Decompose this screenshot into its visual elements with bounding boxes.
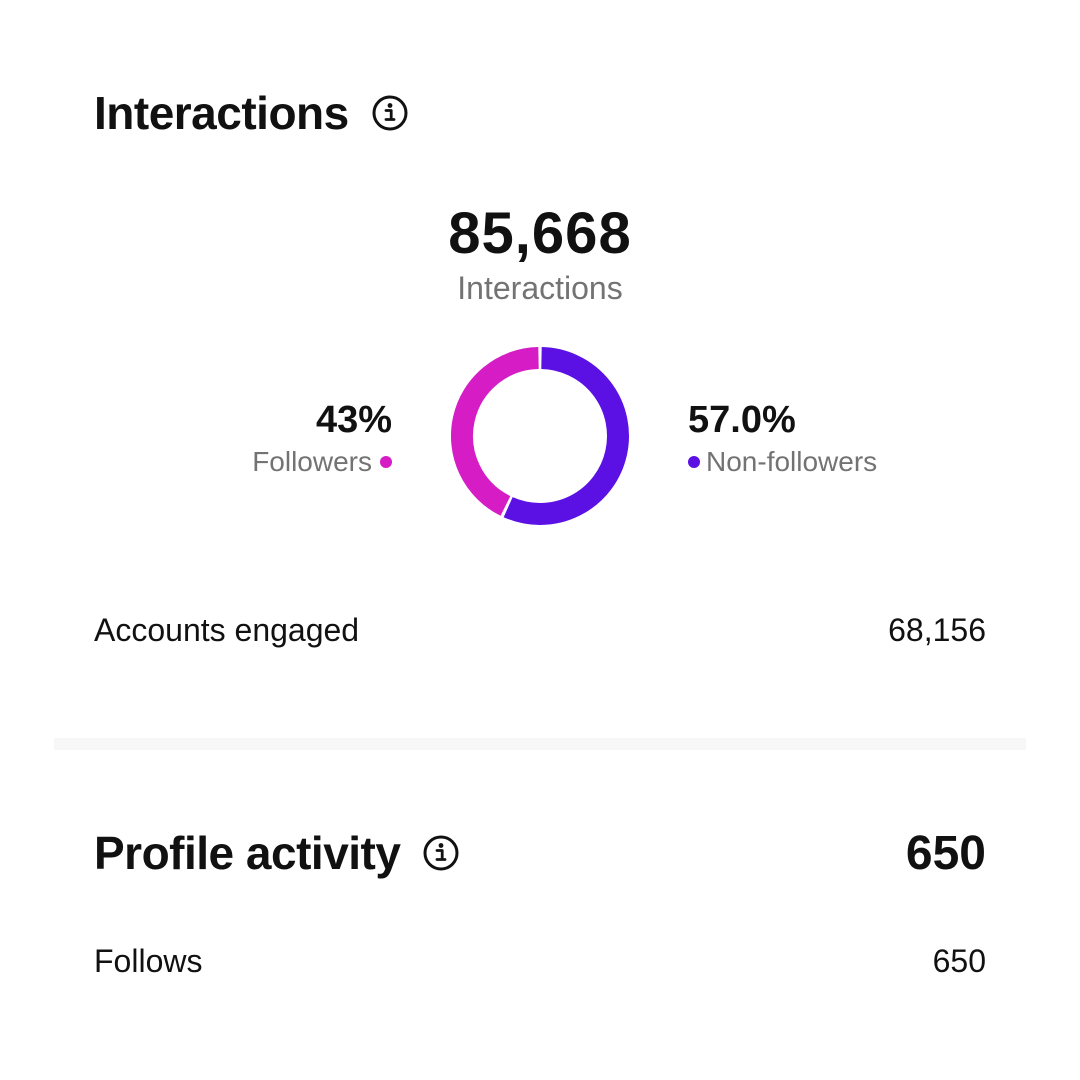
profile-activity-total: 650 xyxy=(905,827,986,880)
profile-activity-title-text: Profile activity xyxy=(94,827,401,879)
followers-percent: 43% xyxy=(315,399,392,441)
info-icon[interactable] xyxy=(371,94,409,132)
interactions-section-title: Interactions xyxy=(94,86,409,140)
followers-dot xyxy=(380,456,392,468)
follows-value: 650 xyxy=(932,943,986,979)
accounts-engaged-label: Accounts engaged xyxy=(94,612,360,648)
accounts-engaged-value: 68,156 xyxy=(888,612,986,648)
profile-activity-title: Profile activity xyxy=(94,826,460,880)
accounts-engaged-row: Accounts engaged 68,156 xyxy=(94,612,986,649)
followers-legend: 43% Followers xyxy=(252,398,392,480)
non-followers-arc xyxy=(503,347,629,525)
followers-label: Followers xyxy=(252,446,372,477)
interactions-title-text: Interactions xyxy=(94,87,349,139)
non-followers-legend: 57.0% Non-followers xyxy=(688,398,877,480)
section-divider xyxy=(54,738,1026,750)
interactions-donut-chart xyxy=(450,347,629,525)
follows-row: Follows 650 xyxy=(94,943,986,980)
non-followers-label: Non-followers xyxy=(706,446,878,477)
non-followers-percent: 57.0% xyxy=(688,399,796,441)
followers-label-row: Followers xyxy=(252,444,392,480)
follows-label: Follows xyxy=(94,943,203,979)
info-icon[interactable] xyxy=(422,834,460,872)
followers-arc xyxy=(450,347,540,516)
interactions-total-value: 85,668 xyxy=(448,201,632,266)
interactions-total-label: Interactions xyxy=(457,270,623,306)
non-followers-dot xyxy=(688,456,700,468)
non-followers-label-row: Non-followers xyxy=(688,444,877,480)
